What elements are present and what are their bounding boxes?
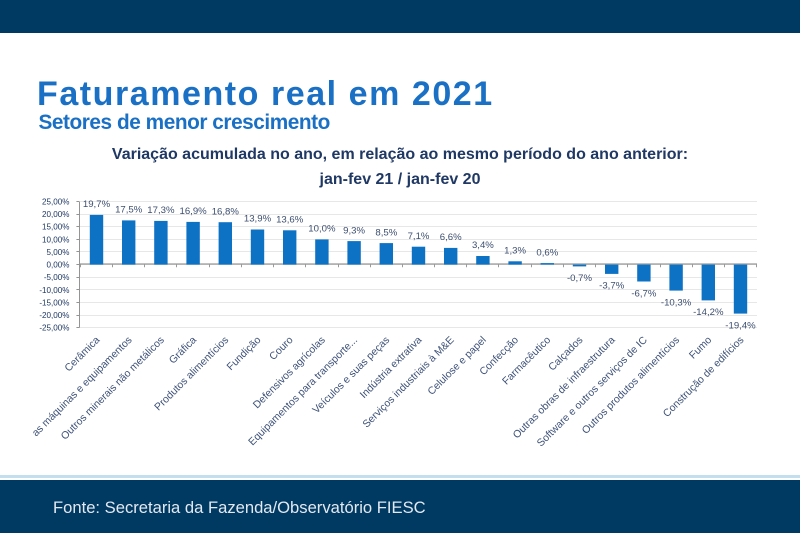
svg-text:20,00%: 20,00% (42, 210, 69, 219)
svg-text:17,5%: 17,5% (115, 205, 143, 216)
svg-text:Gráfica: Gráfica (167, 335, 199, 367)
svg-text:-10,00%: -10,00% (39, 286, 69, 295)
svg-text:-5,00%: -5,00% (44, 273, 70, 282)
svg-text:16,8%: 16,8% (212, 206, 240, 217)
svg-text:13,9%: 13,9% (244, 214, 272, 225)
svg-text:25,00%: 25,00% (42, 198, 69, 207)
svg-text:10,00%: 10,00% (42, 235, 69, 244)
svg-text:Couro: Couro (268, 335, 296, 363)
svg-text:-25,00%: -25,00% (39, 324, 69, 333)
svg-text:17,3%: 17,3% (147, 205, 175, 216)
svg-text:16,9%: 16,9% (179, 206, 207, 217)
svg-text:5,00%: 5,00% (47, 248, 70, 257)
svg-text:-14,2%: -14,2% (693, 307, 724, 318)
svg-text:-10,3%: -10,3% (661, 297, 692, 308)
svg-text:Celulose e papel: Celulose e papel (426, 335, 489, 398)
svg-text:7,1%: 7,1% (408, 231, 430, 242)
svg-text:3,4%: 3,4% (472, 240, 494, 251)
svg-text:-15,00%: -15,00% (39, 299, 69, 308)
svg-text:0,6%: 0,6% (536, 247, 558, 258)
svg-text:-20,00%: -20,00% (39, 311, 69, 320)
svg-text:-0,7%: -0,7% (567, 273, 593, 284)
svg-text:Fundição: Fundição (225, 335, 263, 373)
svg-text:19,7%: 19,7% (83, 199, 111, 210)
svg-text:-6,7%: -6,7% (631, 288, 657, 299)
svg-text:8,5%: 8,5% (375, 227, 397, 238)
svg-text:Fumo: Fumo (688, 335, 715, 362)
svg-text:-19,4%: -19,4% (725, 320, 756, 331)
svg-text:13,6%: 13,6% (276, 215, 304, 226)
svg-text:9,3%: 9,3% (343, 225, 365, 236)
svg-text:6,6%: 6,6% (440, 232, 462, 243)
svg-text:-3,7%: -3,7% (599, 281, 625, 292)
svg-text:1,3%: 1,3% (504, 246, 526, 257)
svg-text:10,0%: 10,0% (308, 224, 336, 235)
svg-text:0,00%: 0,00% (47, 261, 70, 270)
svg-text:15,00%: 15,00% (42, 223, 69, 232)
